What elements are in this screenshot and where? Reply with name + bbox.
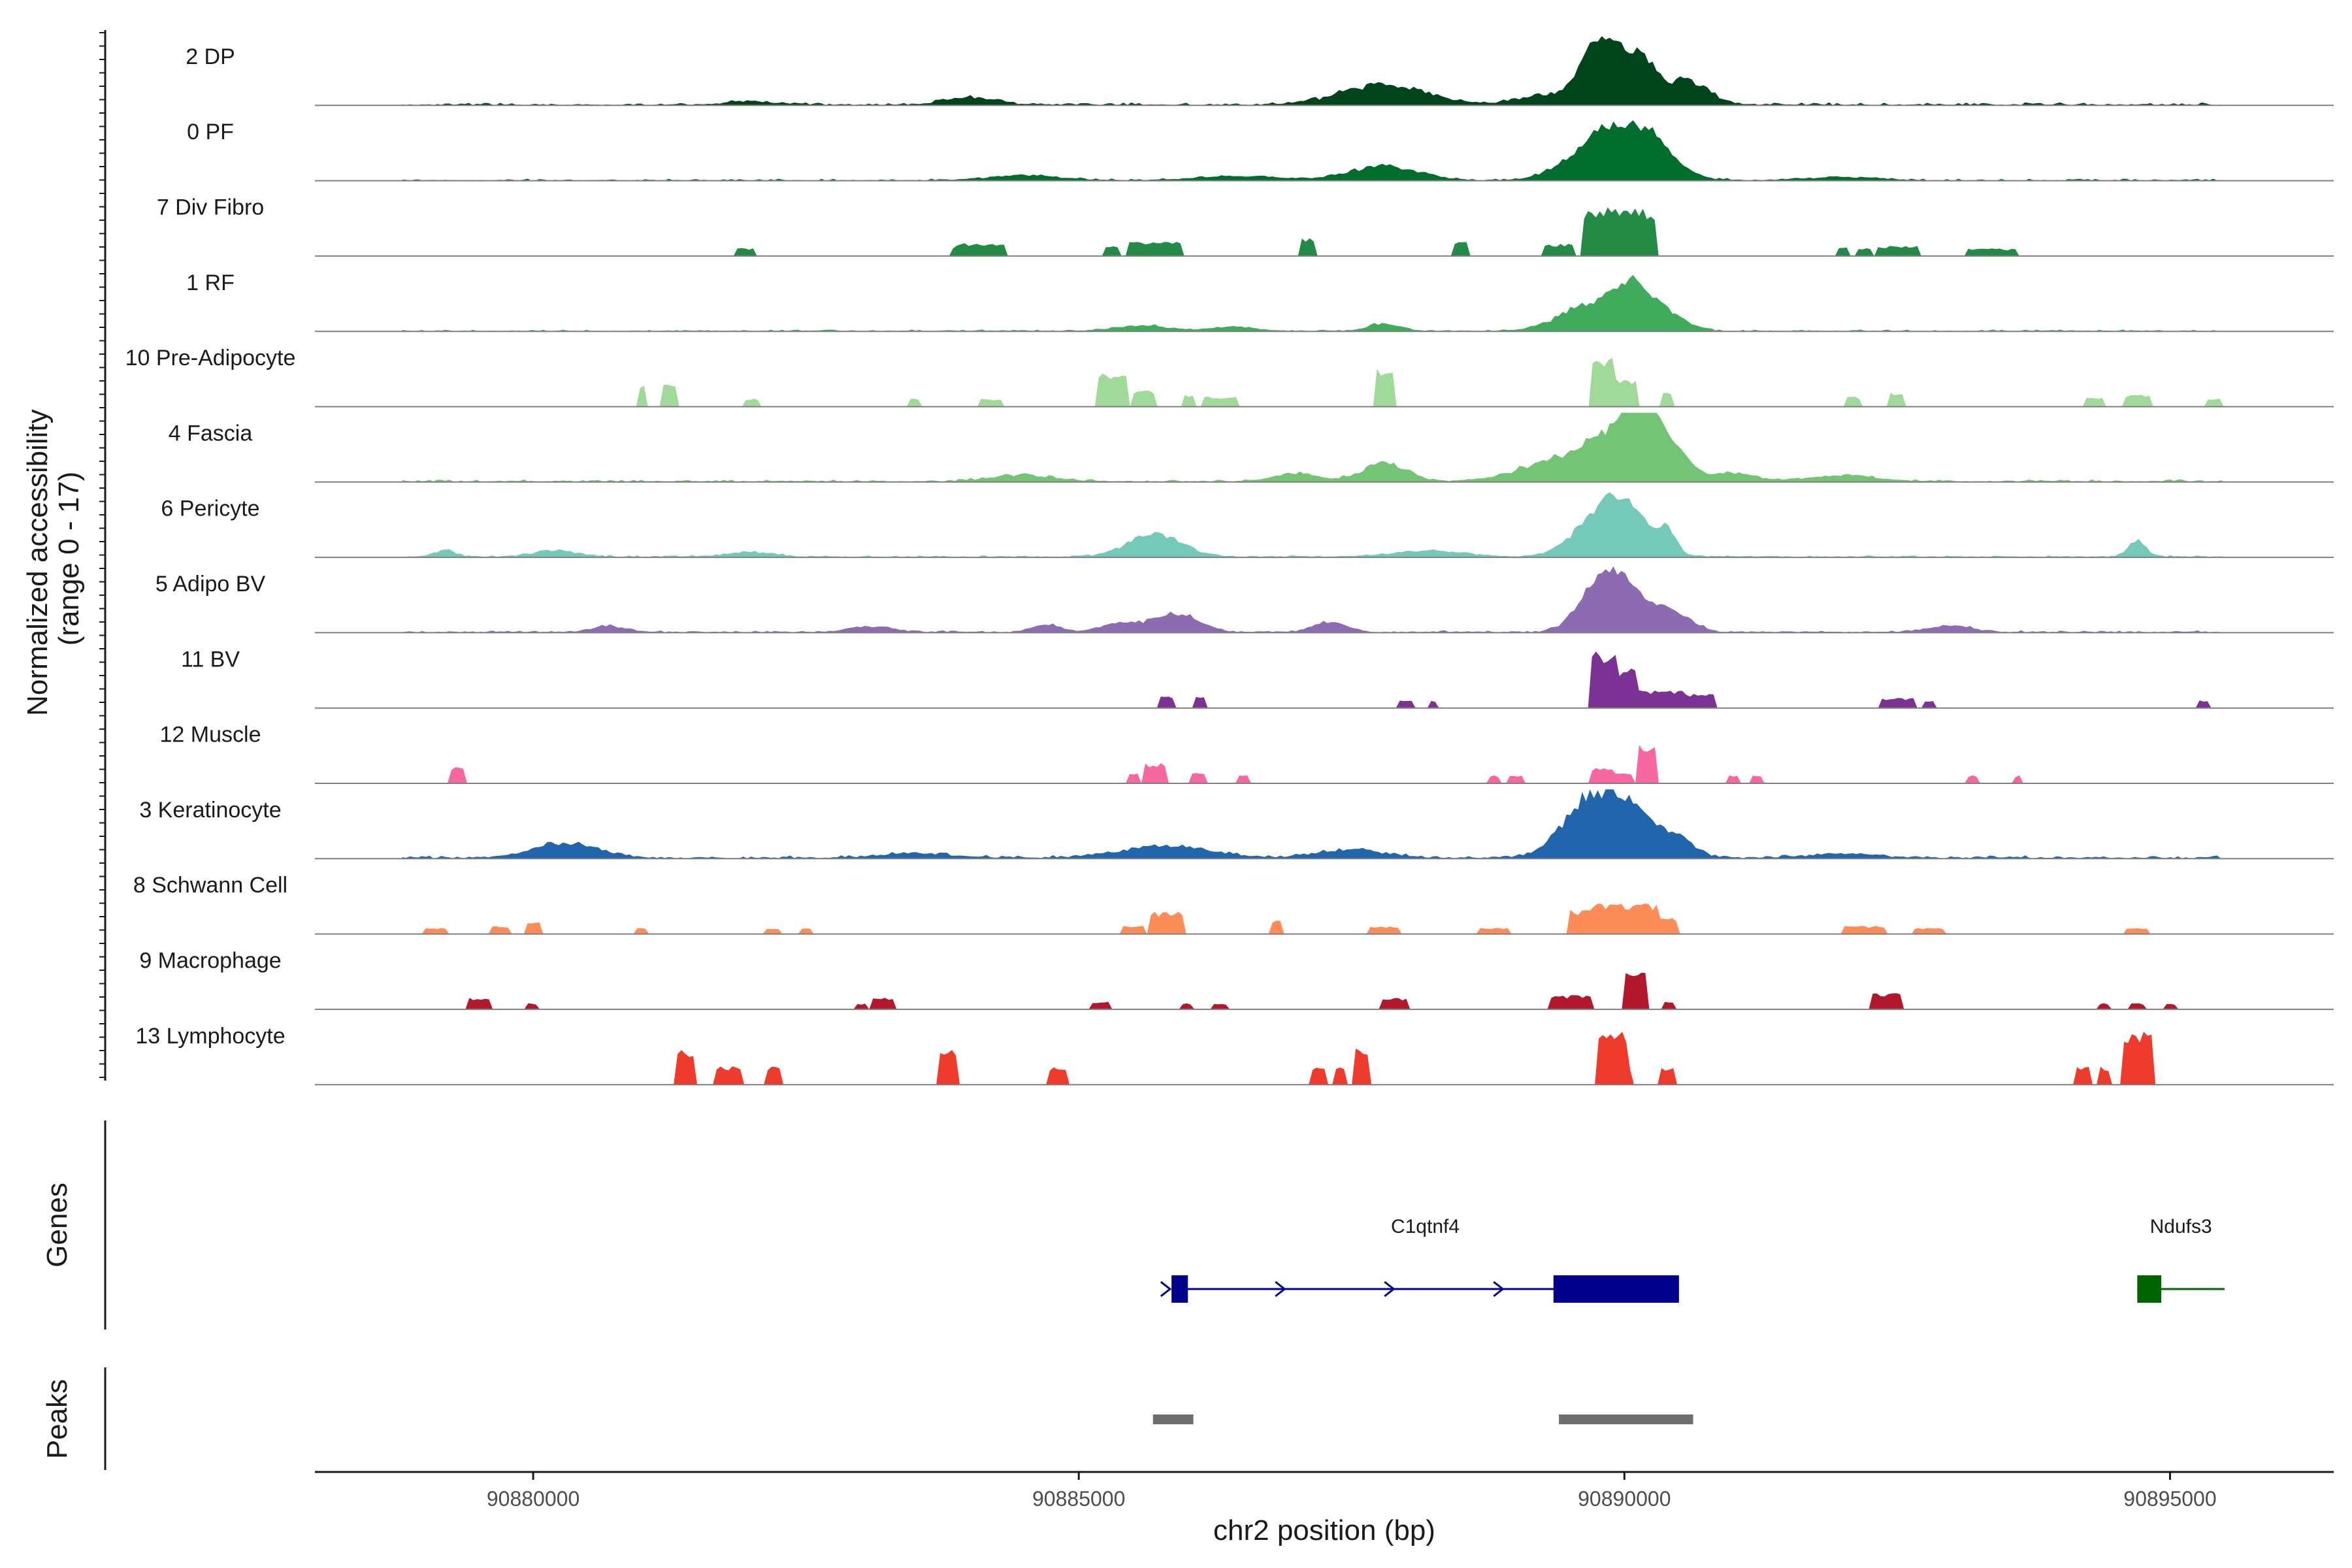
y-axis-title-line1: Normalized accessibility xyxy=(22,409,54,715)
coverage-area xyxy=(729,207,2040,256)
track-4-fascia: 4 Fascia xyxy=(169,412,2334,483)
gene-ndufs3: Ndufs3 xyxy=(2137,1216,2225,1303)
coverage-area xyxy=(402,412,2225,482)
y-minor-ticks xyxy=(99,32,105,1078)
peak-region xyxy=(1152,1414,1194,1424)
track-label: 13 Lymphocyte xyxy=(135,1024,285,1049)
coverage-area xyxy=(402,274,2225,332)
track-label: 6 Pericyte xyxy=(161,497,259,521)
gene-exon xyxy=(1171,1275,1188,1303)
x-tick-label: 90885000 xyxy=(1032,1487,1125,1511)
gene-exon xyxy=(2137,1275,2162,1303)
tracks-layer: 2 DP 0 PF 7 Div Fibro 1 RF 10 Pre-Adipocyte 4… xyxy=(125,36,2334,1086)
strand-arrow xyxy=(1275,1281,1286,1298)
peaks-panel-title: Peaks xyxy=(41,1379,73,1459)
gene-label: Ndufs3 xyxy=(2150,1216,2212,1237)
track-13-lymphocyte: 13 Lymphocyte xyxy=(135,1024,2334,1086)
x-tick-label: 90880000 xyxy=(487,1487,580,1511)
strand-arrow xyxy=(1160,1281,1172,1298)
peak-region xyxy=(1559,1414,1693,1424)
track-2-dp: 2 DP xyxy=(186,36,2334,106)
coverage-area xyxy=(1133,651,2225,708)
track-9-macrophage: 9 Macrophage xyxy=(139,948,2334,1010)
track-3-keratinocyte: 3 Keratinocyte xyxy=(139,789,2334,860)
gene-exon xyxy=(1553,1275,1679,1303)
x-ticks: 90880000 90885000 90890000 90895000 xyxy=(487,1472,2217,1511)
strand-arrow xyxy=(1384,1281,1396,1298)
genes-panel-title: Genes xyxy=(41,1183,73,1267)
coverage-area xyxy=(402,36,2225,106)
track-label: 8 Schwann Cell xyxy=(133,873,287,898)
track-label: 2 DP xyxy=(186,44,235,69)
strand-arrow xyxy=(1493,1281,1505,1298)
coverage-area xyxy=(402,904,2225,934)
x-axis-title: chr2 position (bp) xyxy=(1213,1514,1435,1546)
track-label: 4 Fascia xyxy=(169,421,253,446)
x-tick-label: 90895000 xyxy=(2123,1487,2216,1511)
coverage-area xyxy=(402,789,2225,859)
coverage-area xyxy=(402,492,2225,558)
track-11-bv: 11 BV xyxy=(181,647,2334,709)
track-10-pre-adipocyte: 10 Pre-Adipocyte xyxy=(125,346,2334,408)
gene-c1qtnf4: C1qtnf4 xyxy=(1160,1216,1679,1303)
gene-label: C1qtnf4 xyxy=(1391,1216,1460,1237)
track-1-rf: 1 RF xyxy=(186,270,2334,333)
track-label: 5 Adipo BV xyxy=(155,572,266,596)
track-6-pericyte: 6 Pericyte xyxy=(161,492,2334,559)
coverage-area xyxy=(424,745,2061,783)
track-label: 10 Pre-Adipocyte xyxy=(125,346,296,370)
track-label: 7 Div Fibro xyxy=(157,195,264,220)
coverage-area xyxy=(642,1032,2170,1085)
track-label: 12 Muscle xyxy=(160,723,261,747)
track-8-schwann-cell: 8 Schwann Cell xyxy=(133,873,2334,935)
track-12-muscle: 12 Muscle xyxy=(160,723,2334,784)
coverage-area xyxy=(620,357,2225,407)
coverage-area xyxy=(446,972,2192,1009)
coverage-area xyxy=(402,566,2225,633)
coverage-area xyxy=(402,120,2225,181)
peaks-layer xyxy=(1152,1414,1693,1424)
track-label: 11 BV xyxy=(181,647,240,672)
track-label: 1 RF xyxy=(186,270,235,295)
track-label: 0 PF xyxy=(187,120,234,144)
genes-layer: C1qtnf4 Ndufs3 xyxy=(1160,1216,2225,1303)
y-axis-title-line2: (range 0 - 17) xyxy=(53,472,85,646)
track-label: 9 Macrophage xyxy=(139,948,281,973)
track-7-div-fibro: 7 Div Fibro xyxy=(157,195,2334,257)
track-5-adipo-bv: 5 Adipo BV xyxy=(155,566,2334,634)
track-0-pf: 0 PF xyxy=(187,120,2334,182)
x-tick-label: 90890000 xyxy=(1578,1487,1671,1511)
y-axis-title: Normalized accessibility (range 0 - 17) xyxy=(22,401,85,716)
track-label: 3 Keratinocyte xyxy=(139,798,281,823)
